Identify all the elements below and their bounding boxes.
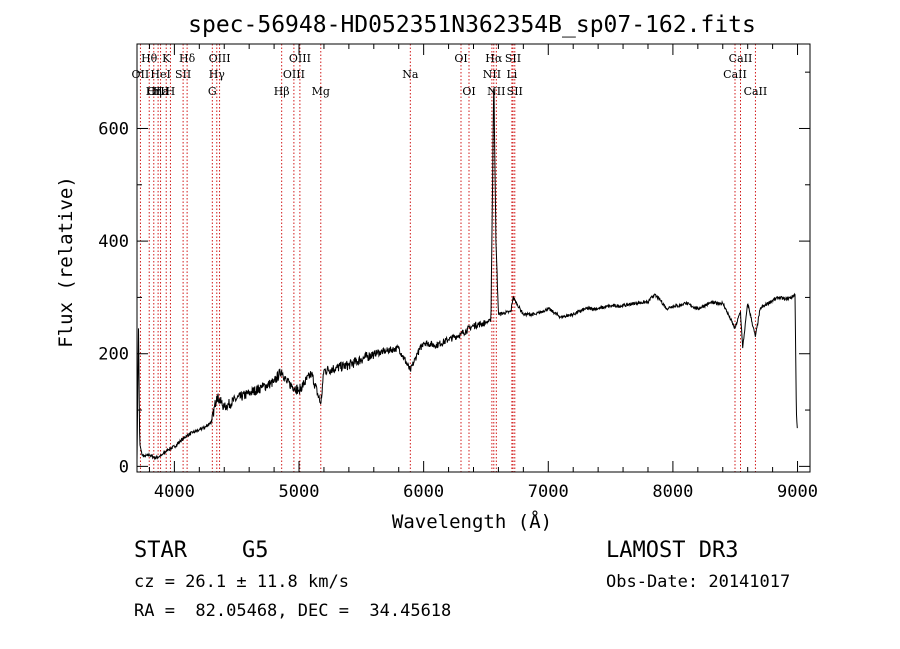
spectrum-line (136, 88, 798, 461)
spectral-line-label: NII (487, 85, 505, 98)
y-tick-label: 200 (98, 345, 129, 365)
object-subclass: G5 (242, 538, 269, 563)
spectral-line-label: OIII (289, 52, 311, 65)
spectral-line-label: Na (402, 68, 419, 81)
x-tick-label: 6000 (403, 482, 444, 502)
x-tick-label: 5000 (279, 482, 320, 502)
spectral-line-label: CaII (744, 85, 768, 98)
spectral-line-label: G (208, 85, 217, 98)
redshift-info: cz = 26.1 ± 11.8 km/s (134, 572, 349, 592)
spectral-line-label: Hθ (141, 52, 158, 65)
spectral-line-label: Mg (312, 85, 330, 98)
obs-date: Obs-Date: 20141017 (606, 572, 791, 592)
spectral-line-label: H (166, 85, 176, 98)
chart-title: spec-56948-HD052351N362354B_sp07-162.fit… (188, 12, 756, 38)
coordinates: RA = 82.05468, DEC = 34.45618 (134, 601, 452, 621)
y-tick-label: 0 (119, 457, 129, 477)
spectral-line-label: SII (175, 68, 191, 81)
spectral-line-label: Hγ (209, 68, 226, 81)
object-class: STAR (134, 538, 187, 563)
spectral-line-label: SII (507, 85, 523, 98)
spectral-line-label: NII (483, 68, 501, 81)
spectral-line-label: Hδ (179, 52, 196, 65)
spectral-line-label: CaII (723, 68, 747, 81)
y-axis-label: Flux (relative) (55, 176, 77, 348)
spectral-line-markers (139, 44, 756, 472)
x-tick-label: 9000 (777, 482, 818, 502)
spectral-line-label: CaII (729, 52, 753, 65)
x-tick-label: 4000 (154, 482, 195, 502)
spectral-line-label: Hη (146, 85, 162, 98)
x-tick-label: 7000 (528, 482, 569, 502)
spectral-line-label: Hβ (274, 85, 290, 98)
spectral-line-label: Hα (485, 52, 503, 65)
spectral-line-label: OIII (209, 52, 231, 65)
spectral-line-label: Li (506, 68, 517, 81)
spectral-line-label: OII (132, 68, 150, 81)
y-tick-label: 400 (98, 232, 129, 252)
spectral-line-label: OI (454, 52, 467, 65)
x-axis-label: Wavelength (Å) (392, 510, 552, 533)
x-tick-label: 8000 (652, 482, 693, 502)
spectral-line-label: K (162, 52, 171, 65)
axis-tick-labels: 4000 5000 6000 7000 8000 9000 0 200 400 600 (98, 119, 818, 502)
y-tick-label: 600 (98, 119, 129, 139)
spectral-line-label: OIII (147, 85, 169, 98)
axis-ticks (137, 44, 810, 472)
plot-frame (136, 43, 811, 473)
spectral-line-label: HeI (150, 68, 170, 81)
spectral-line-label: Hε (153, 85, 169, 98)
spectral-line-label: OIII (283, 68, 305, 81)
survey-name: LAMOST DR3 (606, 538, 739, 563)
spectral-line-label: SII (505, 52, 521, 65)
spectral-line-label: OI (462, 85, 475, 98)
